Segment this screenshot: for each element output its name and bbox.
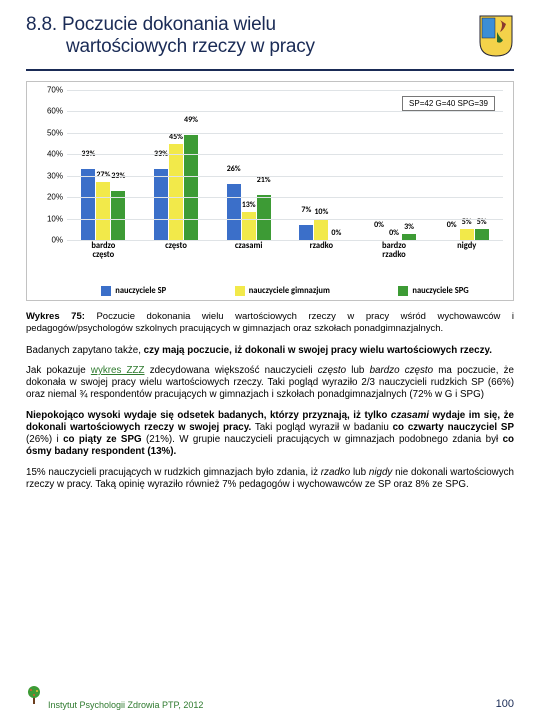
chart-group: 26%13%21%	[212, 90, 285, 240]
x-label: czasami	[212, 242, 285, 260]
chart-bar: 21%	[257, 195, 271, 240]
chart-bar: 33%	[81, 169, 95, 240]
chart-bar: 5%	[475, 229, 489, 240]
chart-group: 0%5%5%	[430, 90, 503, 240]
y-tick: 50%	[47, 128, 63, 137]
chart-bar: 33%	[154, 169, 168, 240]
x-label: nigdy	[430, 242, 503, 260]
bar-value-label: 10%	[314, 207, 328, 217]
y-tick: 70%	[47, 86, 63, 95]
chart-plot-area: 33%27%23%33%45%49%26%13%21%7%10%0%0%0%3%…	[67, 90, 503, 241]
x-label: rzadko	[285, 242, 358, 260]
bar-value-label: 0%	[389, 228, 399, 238]
x-label: bardzoczęsto	[67, 242, 140, 260]
bar-value-label: 0%	[447, 220, 457, 230]
chart-bar: 7%	[299, 225, 313, 240]
legend-item: nauczyciele SP	[101, 286, 166, 296]
chart-bar: 13%	[242, 212, 256, 240]
y-tick: 30%	[47, 171, 63, 180]
header-rule	[26, 69, 514, 71]
chart-x-labels: bardzoczęstoczęstoczasamirzadkobardzorza…	[67, 242, 503, 260]
legend-swatch-icon	[235, 286, 245, 296]
chart-bar: 5%	[460, 229, 474, 240]
chart-bar: 49%	[184, 135, 198, 240]
bar-value-label: 49%	[184, 115, 198, 125]
chart-bar: 10%	[314, 219, 328, 240]
title-line-1: Poczucie dokonania wielu	[62, 14, 276, 35]
page-header: 8.8. Poczucie dokonania wielu wartościow…	[26, 14, 514, 63]
chart-caption: Wykres 75: Poczucie dokonania wielu wart…	[26, 311, 514, 335]
legend-swatch-icon	[101, 286, 111, 296]
bar-value-label: 0%	[374, 220, 384, 230]
page-number: 100	[496, 698, 514, 710]
section-title: 8.8. Poczucie dokonania wielu	[26, 14, 478, 36]
chart-group: 7%10%0%	[285, 90, 358, 240]
bar-value-label: 26%	[227, 164, 241, 174]
chart-legend: nauczyciele SP nauczyciele gimnazjum naucz…	[67, 286, 503, 296]
legend-item: nauczyciele gimnazjum	[235, 286, 330, 296]
chart-bar: 26%	[227, 184, 241, 240]
bar-value-label: 13%	[242, 200, 256, 210]
bar-value-label: 3%	[404, 222, 414, 232]
body-p3: Niepokojąco wysoki wydaje się odsetek ba…	[26, 410, 514, 459]
y-tick: 40%	[47, 150, 63, 159]
y-tick: 60%	[47, 107, 63, 116]
footer-org: Instytut Psychologii Zdrowia PTP, 2012	[48, 700, 203, 710]
y-tick: 20%	[47, 193, 63, 202]
legend-label: nauczyciele SPG	[412, 286, 468, 296]
chart-container: SP=42 G=40 SPG=39 33%27%23%33%45%49%26%1…	[26, 81, 514, 301]
chart-group: 33%45%49%	[140, 90, 213, 240]
y-tick: 0%	[51, 236, 63, 245]
crest-icon	[478, 14, 514, 63]
chart-bar: 27%	[96, 182, 110, 240]
x-label: bardzorzadko	[358, 242, 431, 260]
tree-icon	[26, 685, 42, 710]
bar-value-label: 0%	[331, 228, 341, 238]
caption-lead: Wykres 75:	[26, 311, 85, 322]
page-footer: Instytut Psychologii Zdrowia PTP, 2012 1…	[26, 685, 514, 710]
title-line-2: wartościowych rzeczy w pracy	[26, 36, 478, 58]
caption-rest: Poczucie dokonania wielu wartościowych r…	[26, 311, 514, 334]
legend-label: nauczyciele gimnazjum	[249, 286, 330, 296]
chart-group: 0% 0% 3%	[358, 90, 431, 240]
legend-swatch-icon	[398, 286, 408, 296]
section-number: 8.8.	[26, 14, 57, 35]
legend-label: nauczyciele SP	[115, 286, 166, 296]
chart-bar: 45%	[169, 144, 183, 240]
legend-item: nauczyciele SPG	[398, 286, 468, 296]
body-p4: 15% nauczycieli pracujących w rudzkich g…	[26, 467, 514, 491]
chart-group: 33%27%23%	[67, 90, 140, 240]
y-tick: 10%	[47, 214, 63, 223]
bar-value-label: 7%	[301, 205, 311, 215]
body-p1: Badanych zapytano także, czy mają poczuc…	[26, 345, 514, 357]
x-label: często	[140, 242, 213, 260]
body-p2: Jak pokazuje wykres ZZZ zdecydowana więk…	[26, 365, 514, 402]
